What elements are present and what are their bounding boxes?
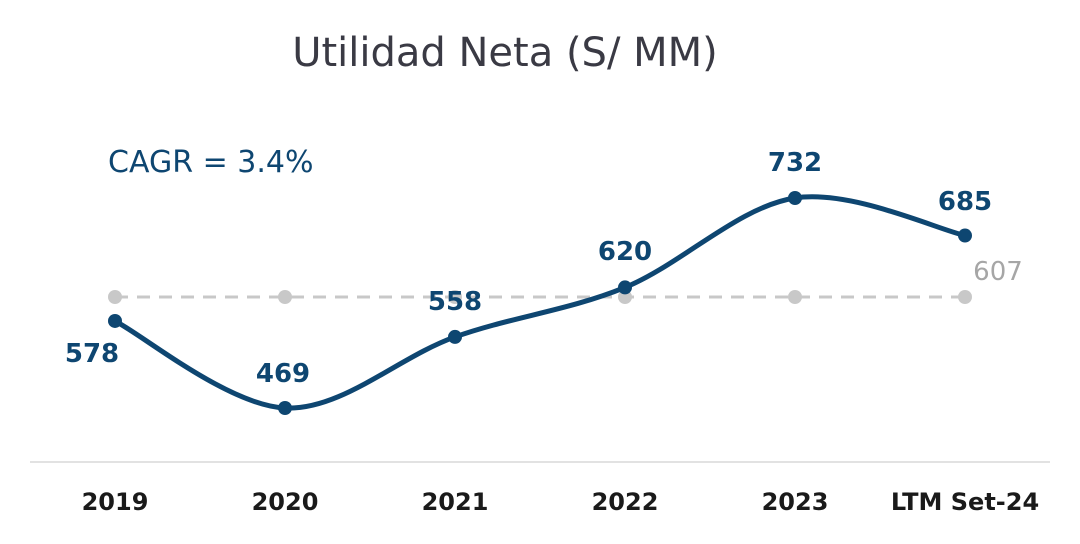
series-point: [278, 401, 292, 415]
data-label: 685: [938, 187, 992, 217]
x-axis-tick-labels: 2019 2020 2021 2022 2023 LTM Set-24: [82, 488, 1040, 516]
data-label: 620: [598, 237, 652, 267]
series-point: [448, 329, 462, 344]
average-markers: [108, 290, 972, 304]
average-marker: [278, 290, 292, 304]
x-tick-label: 2021: [422, 488, 489, 516]
average-marker: [108, 290, 122, 304]
series-point: [108, 313, 122, 328]
average-marker: [618, 290, 632, 304]
data-label: 558: [428, 287, 482, 317]
x-tick-label: LTM Set-24: [891, 488, 1039, 516]
data-labels: 578 469 558 620 732 685: [65, 148, 992, 389]
average-marker: [788, 290, 802, 304]
x-tick-label: 2020: [252, 488, 319, 516]
series-line: [112, 194, 968, 411]
series-markers: [108, 191, 972, 415]
data-label: 578: [65, 339, 119, 369]
data-label: 469: [256, 359, 310, 389]
average-marker: [958, 290, 972, 304]
data-label: 732: [768, 148, 822, 178]
series-point: [618, 280, 632, 295]
series-point: [788, 191, 802, 205]
series-point: [958, 228, 972, 243]
average-value-label: 607: [973, 257, 1023, 287]
cagr-annotation: CAGR = 3.4%: [108, 145, 313, 180]
average-marker: [448, 290, 462, 304]
x-tick-label: 2022: [592, 488, 659, 516]
chart-title: Utilidad Neta (S/ MM): [292, 30, 718, 76]
x-tick-label: 2023: [762, 488, 829, 516]
x-tick-label: 2019: [82, 488, 149, 516]
